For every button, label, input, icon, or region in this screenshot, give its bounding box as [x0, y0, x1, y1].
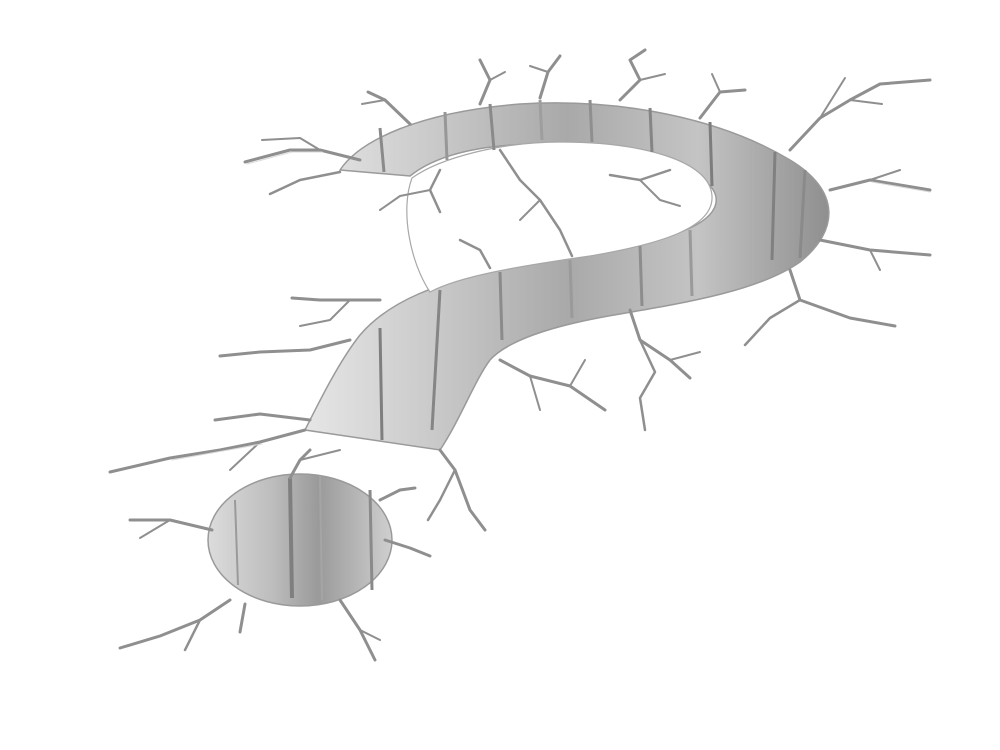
crack-icon	[108, 48, 932, 662]
question-dot-icon	[207, 473, 393, 607]
wall-streaks	[378, 99, 807, 441]
question-mark-icon	[303, 99, 830, 451]
dot-hole	[207, 473, 393, 607]
